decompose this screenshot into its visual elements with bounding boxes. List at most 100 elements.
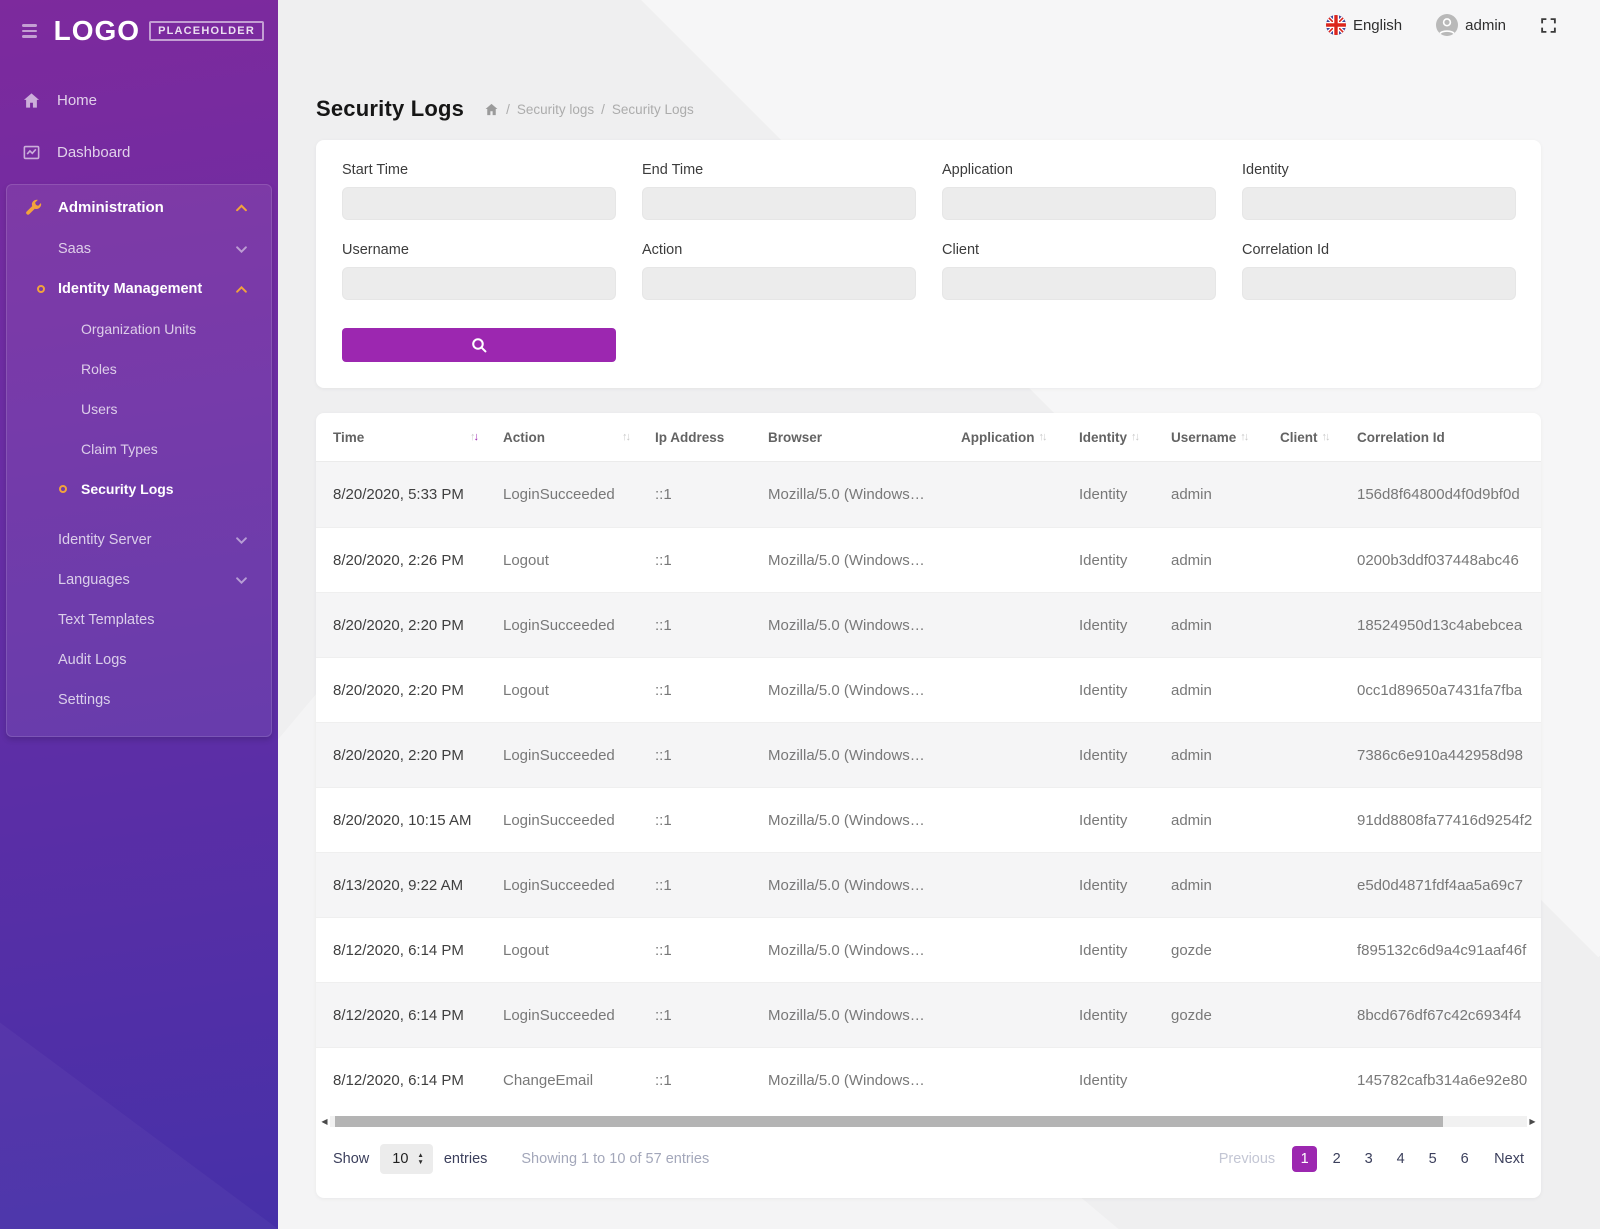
filter-label: Start Time [342, 162, 409, 178]
sidebar-item-claim-types[interactable]: Claim Types [7, 429, 271, 469]
table-row[interactable]: 8/20/2020, 2:20 PM LoginSucceeded::1 Mozil… [316, 592, 1541, 657]
table-row[interactable]: 8/12/2020, 6:14 PM ChangeEmail::1 Mozilla/… [316, 1047, 1541, 1112]
sidebar-item-security-logs[interactable]: Security Logs [7, 469, 271, 509]
cell-ip-address: ::1 [655, 746, 672, 764]
page-button-4[interactable]: 4 [1396, 1151, 1405, 1167]
sidebar-item-identity-server[interactable]: Identity Server [7, 520, 271, 560]
bullet-icon [37, 285, 45, 293]
column-header-time[interactable]: Time ↑ ↓ [333, 430, 503, 445]
sidebar-item-languages[interactable]: Languages [7, 560, 271, 600]
language-selector[interactable]: English [1325, 15, 1402, 35]
cell-ip-address: ::1 [655, 551, 672, 569]
sidebar-item-saas[interactable]: Saas [7, 229, 271, 269]
filter-field-start-time: Start Time [342, 162, 616, 220]
sidebar-item-home[interactable]: Home [0, 74, 278, 126]
sidebar-item-audit-logs[interactable]: Audit Logs [7, 640, 271, 680]
next-page-button[interactable]: Next [1494, 1151, 1524, 1167]
column-label: Browser [768, 429, 823, 445]
sort-arrows-icon: ↑ ↓ [1038, 430, 1048, 443]
cell-action: ChangeEmail [503, 1071, 594, 1089]
sidebar-item-label: Identity Management [58, 281, 203, 297]
username-input[interactable] [342, 267, 616, 300]
cell-action: LoginSucceeded [503, 616, 615, 634]
sidebar-item-dashboard[interactable]: Dashboard [0, 126, 278, 178]
sidebar-item-text-templates[interactable]: Text Templates [7, 600, 271, 640]
cell-time: 8/20/2020, 5:33 PM [333, 486, 464, 503]
client-input[interactable] [942, 267, 1216, 300]
cell-identity: Identity [1079, 1071, 1128, 1089]
cell-browser: Mozilla/5.0 (Windows… [768, 616, 925, 634]
cell-ip-address: ::1 [655, 1071, 672, 1089]
previous-page-button[interactable]: Previous [1218, 1151, 1276, 1167]
table-row[interactable]: 8/12/2020, 6:14 PM LoginSucceeded::1 Mozil… [316, 982, 1541, 1047]
page-button-6[interactable]: 6 [1460, 1151, 1469, 1167]
sidebar-item-organization-units[interactable]: Organization Units [7, 309, 271, 349]
dashboard-icon [22, 142, 42, 162]
sidebar-item-users[interactable]: Users [7, 389, 271, 429]
filter-field-end-time: End Time [642, 162, 916, 220]
cell-correlation-id: 7386c6e910a442958d98 [1357, 746, 1524, 764]
breadcrumb-item[interactable]: Security logs [516, 101, 595, 117]
cell-ip-address: ::1 [655, 1006, 672, 1024]
filter-label: Correlation Id [1242, 242, 1330, 258]
column-header-username[interactable]: Username ↑ ↓ [1171, 430, 1280, 445]
sidebar-item-label: Security Logs [81, 481, 174, 497]
page-header: Security Logs / Security logs / Security… [316, 96, 1541, 122]
home-icon [22, 90, 42, 110]
table-row[interactable]: 8/20/2020, 10:15 AM LoginSucceeded::1 Mozi… [316, 787, 1541, 852]
end-time-input[interactable] [642, 187, 916, 220]
table-row[interactable]: 8/20/2020, 2:20 PM Logout::1 Mozilla/5.0 (… [316, 657, 1541, 722]
horizontal-scrollbar[interactable]: ◀ ▶ [319, 1114, 1538, 1129]
user-menu[interactable]: admin [1436, 14, 1506, 36]
start-time-input[interactable] [342, 187, 616, 220]
column-header-application[interactable]: Application ↑ ↓ [961, 430, 1079, 445]
fullscreen-icon[interactable] [1540, 17, 1557, 34]
column-header-identity[interactable]: Identity ↑ ↓ [1079, 430, 1171, 445]
main-area: English admin [278, 0, 1600, 1229]
page-size-select[interactable]: 10 ▲ ▼ [380, 1144, 433, 1174]
cell-time: 8/20/2020, 2:26 PM [333, 551, 464, 569]
cell-time: 8/12/2020, 6:14 PM [333, 941, 464, 959]
administration-children: Saas Identity Management Organization Unit… [7, 229, 271, 720]
wrench-icon [23, 197, 43, 217]
breadcrumb-separator: / [506, 101, 510, 117]
breadcrumb-home-icon[interactable] [484, 102, 499, 117]
column-header-client[interactable]: Client ↑ ↓ [1280, 430, 1357, 445]
search-button[interactable] [342, 328, 616, 362]
identity-input[interactable] [1242, 187, 1516, 220]
page-button-5[interactable]: 5 [1428, 1151, 1437, 1167]
scroll-right-icon[interactable]: ▶ [1529, 1116, 1536, 1126]
action-input[interactable] [642, 267, 916, 300]
filter-field-action: Action [642, 242, 916, 300]
correlation-id-input[interactable] [1242, 267, 1516, 300]
application-input[interactable] [942, 187, 1216, 220]
table-row[interactable]: 8/12/2020, 6:14 PM Logout::1 Mozilla/5.0 (… [316, 917, 1541, 982]
sidebar-item-label: Organization Units [81, 321, 197, 337]
cell-action: Logout [503, 681, 549, 699]
scroll-left-icon[interactable]: ◀ [321, 1116, 328, 1126]
page-button-2[interactable]: 2 [1332, 1151, 1341, 1167]
sidebar-item-settings[interactable]: Settings [7, 680, 271, 720]
sidebar-item-roles[interactable]: Roles [7, 349, 271, 389]
scrollbar-track[interactable] [330, 1116, 1527, 1127]
table-row[interactable]: 8/20/2020, 5:33 PM LoginSucceeded::1 Mozil… [316, 462, 1541, 527]
cell-action: LoginSucceeded [503, 486, 615, 503]
administration-section: Administration Saas Identity Management Or… [6, 184, 272, 737]
cell-username: gozde [1171, 1006, 1212, 1024]
sidebar-item-administration[interactable]: Administration [7, 185, 271, 229]
page-button-1[interactable]: 1 [1292, 1146, 1318, 1172]
menu-toggle-icon[interactable] [22, 24, 37, 38]
table-row[interactable]: 8/20/2020, 2:20 PM LoginSucceeded::1 Mozil… [316, 722, 1541, 787]
table-row[interactable]: 8/13/2020, 9:22 AM LoginSucceeded::1 Mozil… [316, 852, 1541, 917]
page-button-3[interactable]: 3 [1364, 1151, 1373, 1167]
filter-field-application: Application [942, 162, 1216, 220]
column-header-action[interactable]: Action ↑ ↓ [503, 430, 655, 445]
table-row[interactable]: 8/20/2020, 2:26 PM Logout::1 Mozilla/5.0 (… [316, 527, 1541, 592]
sidebar-item-identity-management[interactable]: Identity Management [7, 269, 271, 309]
scrollbar-thumb[interactable] [335, 1116, 1443, 1127]
cell-time: 8/20/2020, 2:20 PM [333, 681, 464, 699]
column-label: Time [333, 429, 365, 445]
cell-ip-address: ::1 [655, 681, 672, 699]
